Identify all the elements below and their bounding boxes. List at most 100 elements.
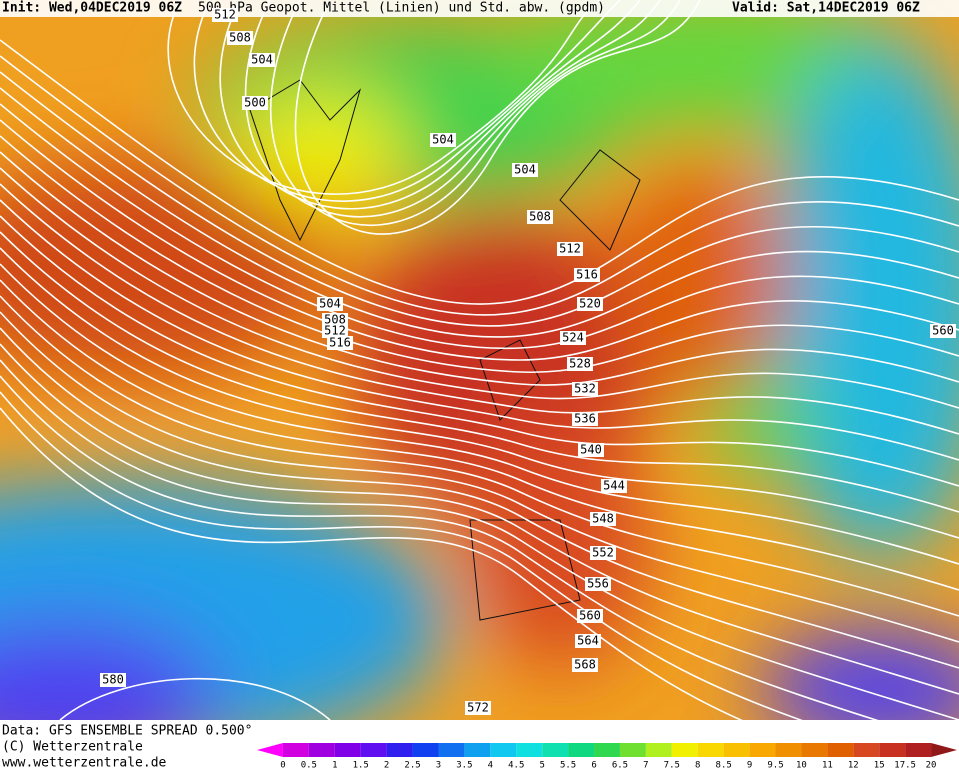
colorbar-swatch <box>334 743 361 757</box>
colorbar-swatch <box>801 743 828 757</box>
contour-line <box>0 119 959 361</box>
contour-label-box <box>572 658 598 672</box>
contour-line <box>0 327 959 669</box>
contour-label-box <box>317 297 343 311</box>
contour-label: 512 <box>559 242 581 256</box>
colorbar-swatch <box>308 743 335 757</box>
contour-line <box>0 343 959 695</box>
website: www.wetterzentrale.de <box>2 756 167 771</box>
colorbar-swatch <box>827 743 854 757</box>
colorbar-swatch <box>412 743 439 757</box>
contour-label-box <box>590 546 616 560</box>
colorbar-swatch <box>905 743 932 757</box>
colorbar-swatch <box>671 743 698 757</box>
contour-label-box <box>601 479 627 493</box>
contour-line <box>193 0 621 202</box>
contour-label-box <box>322 324 348 338</box>
contour-label: 512 <box>214 8 236 22</box>
contour-label-box <box>574 268 600 282</box>
colorbar-swatch <box>282 743 309 757</box>
contour-line <box>0 279 959 591</box>
contour-label-box <box>322 313 348 327</box>
colorbar-swatch <box>464 743 491 757</box>
contour-line <box>0 407 743 720</box>
contour-label: 524 <box>562 331 584 345</box>
contour-label-box <box>578 443 604 457</box>
contour-line <box>167 0 601 195</box>
contour-label-box <box>227 31 253 45</box>
colorbar-label: 17.5 <box>894 761 916 771</box>
colorbar-label: 7 <box>643 761 648 771</box>
contour-line <box>0 183 959 435</box>
contour-label-box <box>567 357 593 371</box>
contour-line <box>294 0 701 235</box>
colorbar-swatch <box>749 743 776 757</box>
contour-line <box>0 247 959 539</box>
colorbar-label: 6 <box>591 761 596 771</box>
colorbar-label: 1.5 <box>353 761 369 771</box>
colorbar-label: 3 <box>436 761 441 771</box>
contour-label: 508 <box>324 313 346 327</box>
contour-label-box <box>577 297 603 311</box>
contour-line <box>0 359 959 720</box>
contour-label-box <box>249 53 275 67</box>
contour-label: 500 <box>244 96 266 110</box>
colorbar-label: 4 <box>488 761 493 771</box>
contour-label: 540 <box>580 443 602 457</box>
colorbar-label: 10 <box>796 761 807 771</box>
contour-label: 508 <box>229 31 251 45</box>
colorbar-label: 8 <box>695 761 700 771</box>
colorbar-swatch <box>775 743 802 757</box>
colorbar-swatch <box>516 743 543 757</box>
colorbar-swatch <box>542 743 569 757</box>
contour-label: 516 <box>329 336 351 350</box>
contour-label-box <box>577 609 603 623</box>
contour-label: 544 <box>603 479 625 493</box>
contour-line <box>59 677 331 720</box>
contour-label-box <box>242 96 268 110</box>
colorbar-label: 9 <box>747 761 752 771</box>
contour-label-box <box>585 577 611 591</box>
contour-line <box>0 215 959 487</box>
contour-line <box>0 231 959 513</box>
colorbar-swatch <box>619 743 646 757</box>
colorbar-label: 12 <box>848 761 859 771</box>
colorbar-label: 20 <box>926 761 937 771</box>
colorbar-swatch <box>360 743 387 757</box>
colorbar-swatch <box>568 743 595 757</box>
colorbar-swatch <box>931 743 957 757</box>
contour-label: 504 <box>251 53 273 67</box>
colorbar-label: 8.5 <box>716 761 732 771</box>
contour-label-box <box>572 412 598 426</box>
colorbar-label: 11 <box>822 761 833 771</box>
colorbar-swatch <box>594 743 620 757</box>
init-time: Init: Wed,04DEC2019 06Z <box>2 1 182 16</box>
contour-line <box>0 199 959 461</box>
contour-line <box>0 87 959 338</box>
colorbar: 0 0.5 1 1.5 2 2.5 3 3.5 4 4.5 5 5.5 6 6.5 7 7.5 8 8.5 9 9.5… <box>257 743 957 771</box>
contour-line <box>0 295 959 617</box>
contour-label: 520 <box>579 297 601 311</box>
colorbar-swatch <box>879 743 906 757</box>
contour-label: 508 <box>529 210 551 224</box>
contour-label: 516 <box>576 268 598 282</box>
contour-label-group: 5125085045005045045085125165205045085125… <box>100 8 956 715</box>
colorbar-label: 1 <box>332 761 337 771</box>
contour-line <box>0 391 804 720</box>
colorbar-label: 15 <box>874 761 885 771</box>
contour-label: 536 <box>574 412 596 426</box>
contour-label: 560 <box>579 609 601 623</box>
contour-line <box>219 0 641 210</box>
contour-line <box>0 71 959 327</box>
contour-label: 564 <box>577 634 599 648</box>
valid-time: Valid: Sat,14DEC2019 06Z <box>732 1 920 16</box>
colorbar-label: 7.5 <box>664 761 680 771</box>
contour-line <box>0 103 959 350</box>
contour-label: 556 <box>587 577 609 591</box>
contour-line <box>0 167 959 409</box>
contour-label-box <box>575 634 601 648</box>
coastline <box>249 79 641 621</box>
colorbar-swatch <box>257 743 283 757</box>
colorbar-label: 2 <box>384 761 389 771</box>
